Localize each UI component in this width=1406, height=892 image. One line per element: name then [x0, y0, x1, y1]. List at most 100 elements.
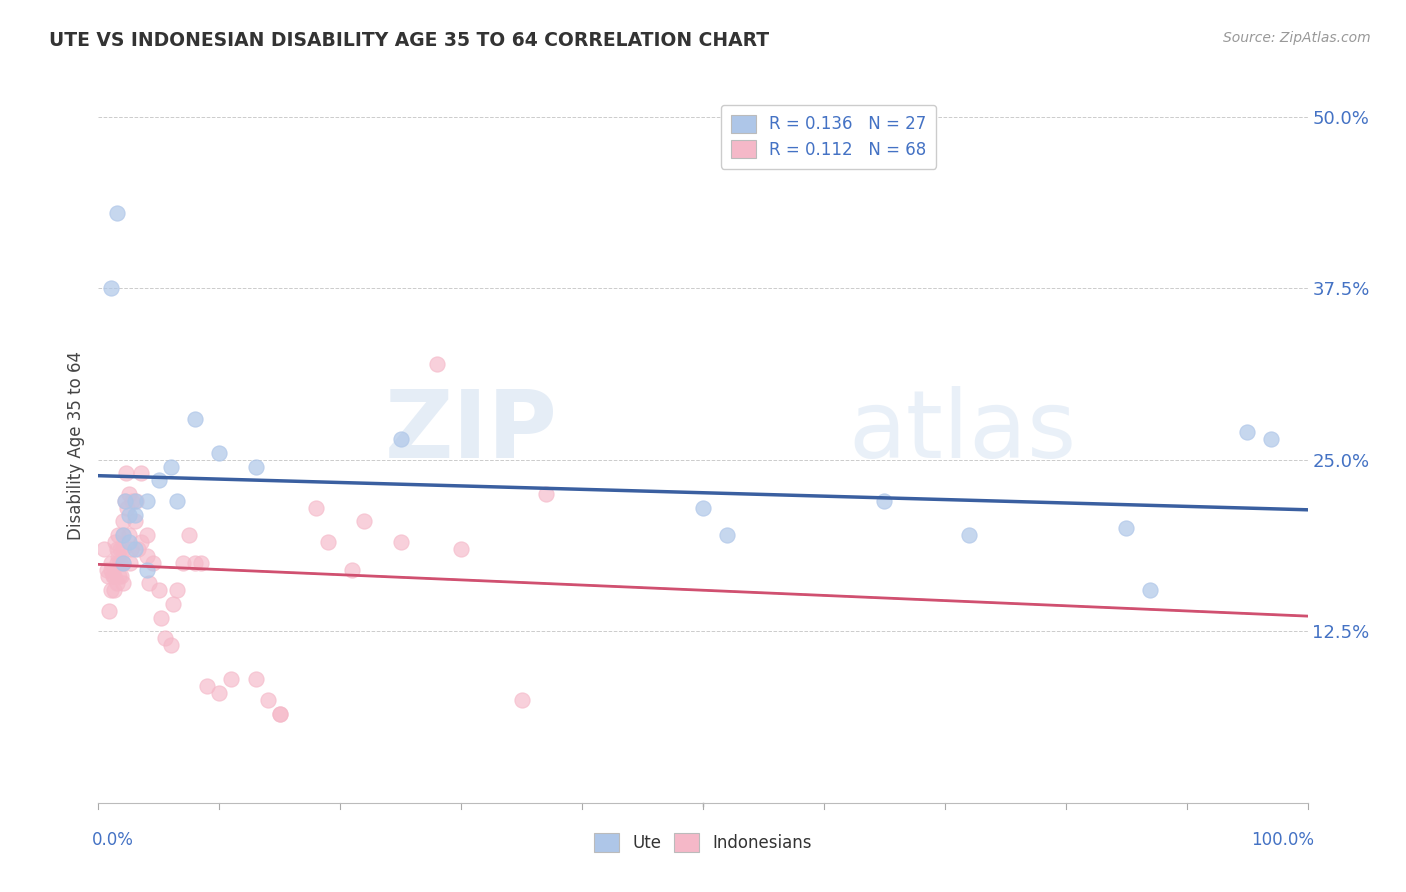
Point [127, 541, 149, 556]
Point [124, 494, 146, 508]
Point [118, 556, 141, 570]
Point [716, 528, 738, 542]
Point [111, 556, 134, 570]
Point [120, 541, 142, 556]
Point [1139, 583, 1161, 598]
Point [305, 500, 328, 515]
Point [316, 535, 339, 549]
Point [103, 569, 125, 583]
Point [96, 562, 118, 576]
Point [162, 597, 184, 611]
Point [166, 583, 188, 598]
Point [148, 473, 170, 487]
Point [135, 528, 157, 542]
Point [195, 679, 218, 693]
Point [426, 357, 449, 371]
Point [389, 535, 412, 549]
Point [124, 508, 146, 522]
Point [190, 556, 212, 570]
Point [97, 569, 120, 583]
Point [103, 583, 125, 598]
Point [129, 467, 152, 481]
Point [135, 562, 157, 576]
Point [107, 549, 129, 563]
Point [125, 494, 148, 508]
Point [135, 549, 157, 563]
Point [117, 500, 139, 515]
Text: 0.0%: 0.0% [93, 831, 134, 849]
Point [110, 569, 132, 583]
Point [245, 459, 267, 474]
Point [118, 508, 141, 522]
Legend: Ute, Indonesians: Ute, Indonesians [588, 827, 818, 859]
Text: Source: ZipAtlas.com: Source: ZipAtlas.com [1223, 31, 1371, 45]
Point [100, 556, 122, 570]
Point [179, 528, 201, 542]
Point [100, 562, 122, 576]
Point [121, 494, 143, 508]
Point [269, 706, 291, 721]
Text: UTE VS INDONESIAN DISABILITY AGE 35 TO 64 CORRELATION CHART: UTE VS INDONESIAN DISABILITY AGE 35 TO 6… [49, 31, 769, 50]
Point [129, 535, 152, 549]
Text: ZIP: ZIP [385, 385, 558, 478]
Point [1260, 432, 1282, 446]
Point [108, 556, 131, 570]
Point [124, 541, 146, 556]
Point [111, 528, 134, 542]
Point [118, 487, 141, 501]
Point [150, 610, 173, 624]
Point [104, 535, 127, 549]
Point [208, 446, 231, 460]
Point [105, 576, 128, 591]
Point [118, 528, 141, 542]
Point [353, 515, 375, 529]
Point [138, 576, 160, 591]
Point [114, 494, 136, 508]
Point [100, 583, 122, 598]
Point [111, 528, 134, 542]
Point [256, 693, 278, 707]
Point [389, 432, 412, 446]
Point [93, 541, 115, 556]
Point [108, 569, 131, 583]
Point [101, 569, 124, 583]
Point [105, 541, 128, 556]
Point [166, 494, 188, 508]
Point [148, 583, 170, 598]
Point [342, 562, 364, 576]
Text: atlas: atlas [848, 385, 1077, 478]
Point [208, 686, 231, 700]
Point [692, 500, 714, 515]
Point [160, 459, 183, 474]
Point [450, 541, 472, 556]
Point [184, 411, 207, 425]
Point [118, 535, 141, 549]
Point [172, 556, 194, 570]
Point [100, 281, 122, 295]
Point [142, 556, 165, 570]
Point [135, 494, 157, 508]
Point [873, 494, 896, 508]
Point [184, 556, 207, 570]
Point [534, 487, 557, 501]
Point [269, 706, 291, 721]
Point [114, 494, 136, 508]
Y-axis label: Disability Age 35 to 64: Disability Age 35 to 64 [66, 351, 84, 541]
Point [108, 541, 131, 556]
Point [160, 638, 183, 652]
Point [105, 205, 128, 219]
Point [957, 528, 980, 542]
Point [105, 556, 128, 570]
Point [111, 556, 134, 570]
Point [115, 467, 138, 481]
Point [111, 515, 134, 529]
Point [111, 576, 134, 591]
Point [98, 604, 121, 618]
Point [221, 673, 243, 687]
Point [245, 673, 267, 687]
Point [1115, 521, 1137, 535]
Point [111, 541, 134, 556]
Text: 100.0%: 100.0% [1250, 831, 1313, 849]
Point [1236, 425, 1258, 440]
Point [153, 631, 176, 645]
